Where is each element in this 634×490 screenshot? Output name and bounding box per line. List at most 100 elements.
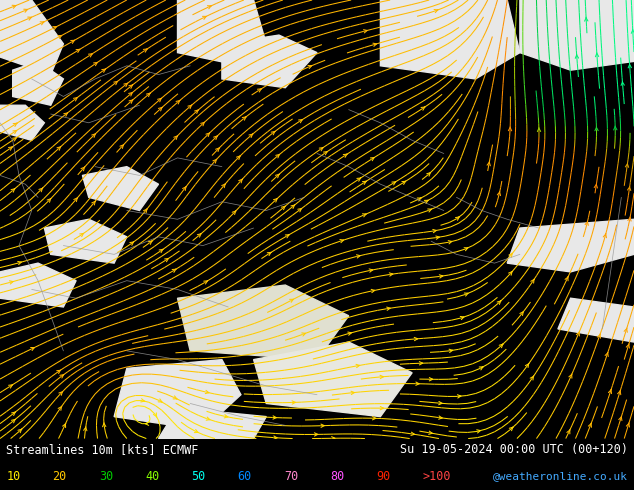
Polygon shape [114, 360, 241, 430]
FancyArrowPatch shape [89, 54, 93, 57]
FancyArrowPatch shape [576, 332, 579, 336]
FancyArrowPatch shape [626, 423, 630, 427]
FancyArrowPatch shape [380, 407, 384, 410]
Text: @weatheronline.co.uk: @weatheronline.co.uk [493, 471, 628, 481]
Polygon shape [82, 167, 158, 211]
FancyArrowPatch shape [460, 317, 464, 319]
Text: 90: 90 [377, 469, 391, 483]
FancyArrowPatch shape [371, 290, 375, 293]
FancyArrowPatch shape [372, 416, 376, 420]
FancyArrowPatch shape [222, 184, 226, 188]
FancyArrowPatch shape [351, 391, 354, 394]
Polygon shape [507, 220, 634, 272]
FancyArrowPatch shape [18, 429, 22, 433]
FancyArrowPatch shape [487, 162, 490, 166]
Polygon shape [13, 61, 63, 105]
FancyArrowPatch shape [120, 145, 124, 148]
FancyArrowPatch shape [23, 9, 27, 12]
FancyArrowPatch shape [508, 127, 512, 131]
FancyArrowPatch shape [538, 127, 541, 132]
FancyArrowPatch shape [57, 147, 61, 150]
FancyArrowPatch shape [236, 156, 240, 160]
FancyArrowPatch shape [455, 217, 459, 221]
FancyArrowPatch shape [158, 107, 162, 111]
FancyArrowPatch shape [356, 365, 359, 368]
FancyArrowPatch shape [268, 252, 271, 256]
FancyArrowPatch shape [609, 390, 612, 393]
FancyArrowPatch shape [299, 120, 302, 123]
Polygon shape [380, 0, 520, 79]
FancyArrowPatch shape [421, 107, 425, 110]
FancyArrowPatch shape [47, 198, 51, 202]
Polygon shape [0, 105, 44, 140]
Text: 80: 80 [330, 469, 344, 483]
Polygon shape [520, 0, 634, 70]
FancyArrowPatch shape [479, 367, 483, 370]
FancyArrowPatch shape [414, 337, 418, 341]
FancyArrowPatch shape [427, 172, 430, 176]
FancyArrowPatch shape [363, 214, 366, 217]
Polygon shape [178, 285, 349, 360]
FancyArrowPatch shape [129, 93, 133, 96]
FancyArrowPatch shape [302, 333, 306, 336]
FancyArrowPatch shape [619, 416, 622, 420]
Text: 50: 50 [191, 469, 205, 483]
FancyArrowPatch shape [631, 29, 634, 33]
FancyArrowPatch shape [59, 392, 63, 395]
FancyArrowPatch shape [146, 93, 150, 97]
FancyArrowPatch shape [373, 43, 377, 47]
FancyArrowPatch shape [273, 416, 276, 419]
FancyArrowPatch shape [292, 401, 295, 404]
Polygon shape [178, 0, 266, 66]
Polygon shape [254, 342, 412, 416]
FancyArrowPatch shape [12, 5, 16, 8]
FancyArrowPatch shape [141, 399, 145, 402]
FancyArrowPatch shape [323, 151, 327, 155]
FancyArrowPatch shape [285, 235, 289, 238]
FancyArrowPatch shape [340, 240, 344, 243]
FancyArrowPatch shape [183, 187, 186, 191]
FancyArrowPatch shape [129, 85, 133, 88]
FancyArrowPatch shape [195, 110, 198, 114]
FancyArrowPatch shape [40, 22, 44, 25]
Text: 30: 30 [99, 469, 113, 483]
FancyArrowPatch shape [625, 163, 629, 168]
FancyArrowPatch shape [13, 138, 16, 141]
FancyArrowPatch shape [520, 312, 524, 316]
Polygon shape [558, 298, 634, 342]
FancyArrowPatch shape [429, 378, 432, 381]
FancyArrowPatch shape [389, 273, 393, 276]
FancyArrowPatch shape [148, 241, 152, 245]
FancyArrowPatch shape [332, 437, 335, 440]
FancyArrowPatch shape [363, 30, 367, 33]
Text: 60: 60 [238, 469, 252, 483]
FancyArrowPatch shape [224, 415, 228, 418]
FancyArrowPatch shape [588, 423, 592, 427]
Text: >100: >100 [423, 469, 451, 483]
FancyArrowPatch shape [436, 236, 439, 239]
FancyArrowPatch shape [172, 269, 176, 272]
Text: Streamlines 10m [kts] ECMWF: Streamlines 10m [kts] ECMWF [6, 443, 198, 456]
FancyArrowPatch shape [290, 299, 294, 302]
FancyArrowPatch shape [80, 233, 84, 237]
FancyArrowPatch shape [9, 385, 13, 388]
FancyArrowPatch shape [626, 344, 630, 348]
FancyArrowPatch shape [205, 391, 209, 393]
FancyArrowPatch shape [13, 123, 17, 126]
FancyArrowPatch shape [39, 188, 42, 192]
FancyArrowPatch shape [449, 349, 453, 352]
FancyArrowPatch shape [343, 154, 347, 157]
FancyArrowPatch shape [213, 159, 217, 163]
Text: 20: 20 [53, 469, 67, 483]
FancyArrowPatch shape [291, 205, 295, 208]
FancyArrowPatch shape [594, 184, 597, 188]
Text: 70: 70 [284, 469, 298, 483]
FancyArrowPatch shape [321, 424, 325, 427]
FancyArrowPatch shape [428, 209, 432, 212]
FancyArrowPatch shape [369, 269, 373, 272]
FancyArrowPatch shape [273, 198, 277, 202]
FancyArrowPatch shape [411, 432, 415, 436]
FancyArrowPatch shape [76, 49, 80, 52]
Polygon shape [222, 35, 317, 88]
FancyArrowPatch shape [232, 211, 236, 215]
